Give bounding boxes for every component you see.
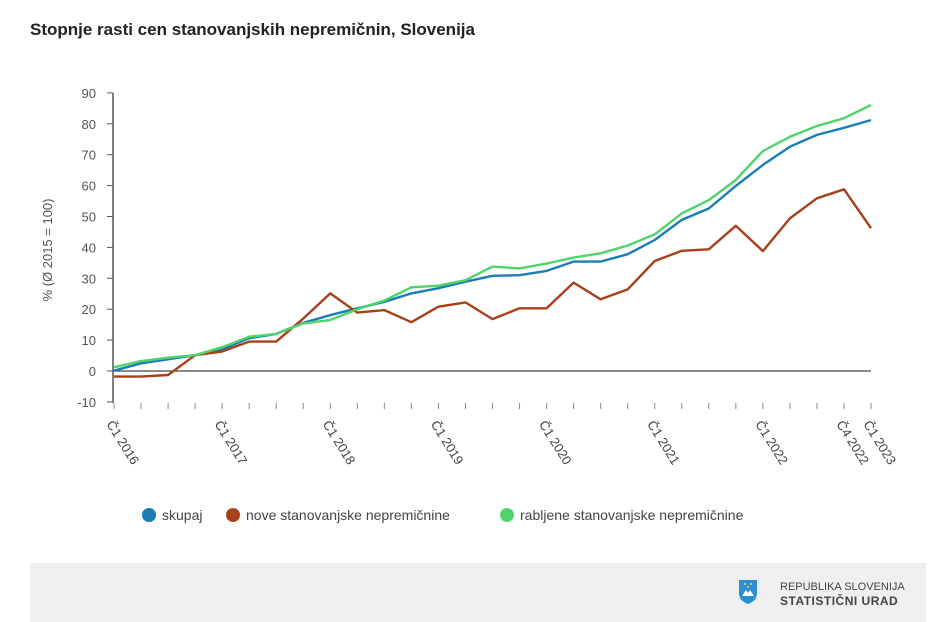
legend-item-1[interactable]: skupaj <box>142 507 202 523</box>
x-tick-label: Č1 2021 <box>644 418 683 468</box>
line-chart: % (Ø 2015 = 100) -10 0 10 20 30 40 50 60 70 80 90 Č… <box>40 86 899 523</box>
y-tick-label: 60 <box>82 179 96 194</box>
x-tick-label: Č1 2018 <box>320 418 359 468</box>
y-tick-label: 20 <box>82 302 96 317</box>
y-axis-label: % (Ø 2015 = 100) <box>40 199 55 302</box>
legend-marker <box>142 508 156 522</box>
series-line-2 <box>114 188 872 378</box>
legend-item-2[interactable]: nove stanovanjske nepremičnine <box>226 507 450 523</box>
y-tick-label: 90 <box>82 86 96 101</box>
logo-text: REPUBLIKA SLOVENIJA STATISTIČNI URAD <box>780 580 905 608</box>
series-line-3 <box>113 103 872 369</box>
x-tick-label: Č1 2020 <box>536 418 575 468</box>
logo-line-1: REPUBLIKA SLOVENIJA <box>780 581 905 593</box>
legend-item-3[interactable]: rabljene stanovanjske nepremičnine <box>500 507 744 523</box>
y-tick-label: 70 <box>82 148 96 163</box>
x-tick-label: Č1 2016 <box>103 418 142 468</box>
legend-label: skupaj <box>162 507 202 523</box>
y-tick-label: -10 <box>77 395 96 410</box>
logo-line-2: STATISTIČNI URAD <box>780 594 899 608</box>
footer-bar <box>30 563 926 622</box>
y-tick-label: 50 <box>82 210 96 225</box>
series-line-1 <box>113 118 872 372</box>
legend-label: rabljene stanovanjske nepremičnine <box>520 507 744 523</box>
legend-label: nove stanovanjske nepremičnine <box>246 507 450 523</box>
x-tick-label: Č1 2019 <box>428 418 467 468</box>
y-tick-label: 0 <box>89 364 96 379</box>
y-tick-label: 10 <box>82 333 96 348</box>
y-tick-label: 30 <box>82 271 96 286</box>
legend-marker <box>500 508 514 522</box>
y-tick-label: 80 <box>82 117 96 132</box>
y-tick-label: 40 <box>82 240 96 255</box>
x-tick-label: Č1 2022 <box>752 418 791 468</box>
legend-marker <box>226 508 240 522</box>
slovenia-coat-of-arms-icon <box>739 580 757 604</box>
chart-title: Stopnje rasti cen stanovanjskih nepremič… <box>30 20 475 39</box>
x-tick-label: Č1 2017 <box>212 418 251 468</box>
